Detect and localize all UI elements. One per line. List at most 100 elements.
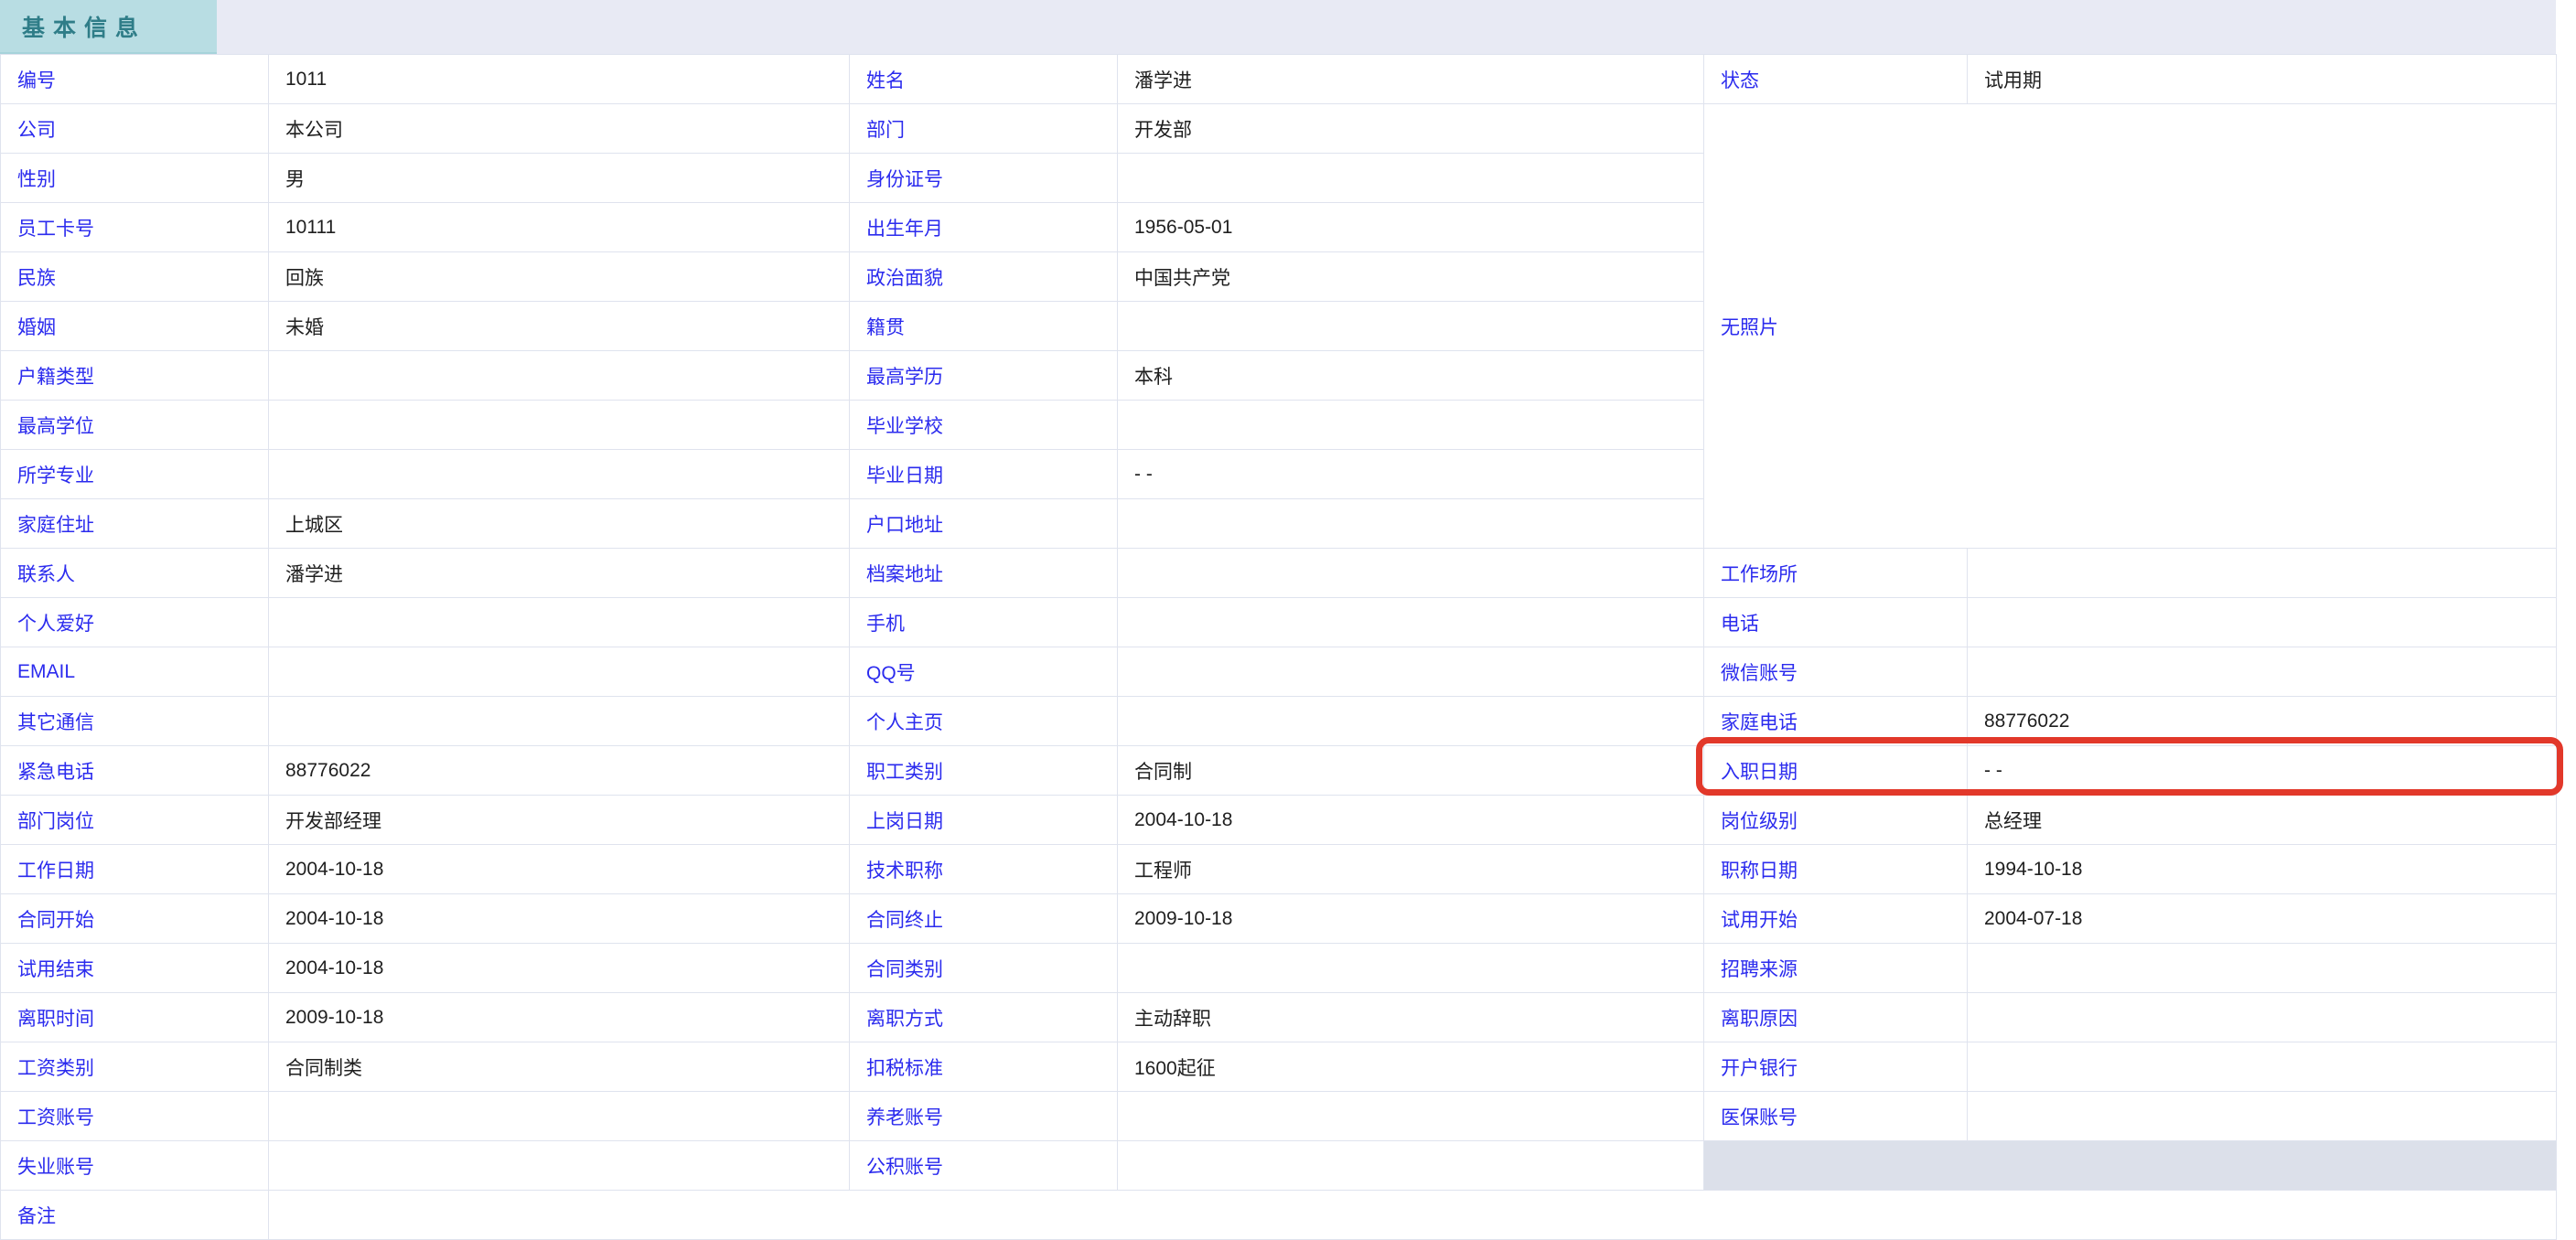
empty-gray-cell <box>1704 1141 2557 1191</box>
field-value[interactable]: - - <box>1118 450 1704 499</box>
status-value[interactable]: 试用期 <box>1968 55 2557 104</box>
field-value[interactable]: 2004-10-18 <box>269 894 850 944</box>
field-value[interactable]: 2009-10-18 <box>1118 894 1704 944</box>
field-value[interactable]: - - <box>1968 746 2557 796</box>
field-value[interactable] <box>269 351 850 401</box>
field-value[interactable]: 未婚 <box>269 302 850 351</box>
field-value[interactable] <box>1118 154 1704 203</box>
field-value[interactable]: 2009-10-18 <box>269 993 850 1042</box>
field-label: 工资账号 <box>1 1092 269 1141</box>
field-label: 公司 <box>1 104 269 154</box>
field-value[interactable] <box>269 401 850 450</box>
field-label: 户籍类型 <box>1 351 269 401</box>
field-value[interactable]: 2004-10-18 <box>269 944 850 993</box>
field-value[interactable]: 10111 <box>269 203 850 252</box>
field-value[interactable] <box>1118 598 1704 647</box>
field-label: 离职时间 <box>1 993 269 1042</box>
field-value[interactable]: 男 <box>269 154 850 203</box>
field-label: 最高学历 <box>850 351 1118 401</box>
field-value[interactable] <box>1118 944 1704 993</box>
field-value[interactable]: 中国共产党 <box>1118 252 1704 302</box>
field-value[interactable] <box>1118 1092 1704 1141</box>
field-label: 离职原因 <box>1704 993 1968 1042</box>
field-value[interactable] <box>269 598 850 647</box>
field-label: 微信账号 <box>1704 647 1968 697</box>
field-label: 岗位级别 <box>1704 796 1968 845</box>
field-value[interactable] <box>1968 1092 2557 1141</box>
field-value[interactable] <box>1968 549 2557 598</box>
field-value[interactable]: 1994-10-18 <box>1968 845 2557 894</box>
field-label: 员工卡号 <box>1 203 269 252</box>
field-value[interactable] <box>1118 401 1704 450</box>
field-value[interactable] <box>1968 647 2557 697</box>
field-value[interactable] <box>1118 697 1704 746</box>
field-value[interactable]: 合同制类 <box>269 1042 850 1092</box>
field-value[interactable] <box>1118 549 1704 598</box>
field-label: 扣税标准 <box>850 1042 1118 1092</box>
tab-basic-info-label: 基本信息 <box>22 15 147 41</box>
field-value[interactable]: 本科 <box>1118 351 1704 401</box>
field-label: 试用开始 <box>1704 894 1968 944</box>
field-value[interactable] <box>1968 598 2557 647</box>
photo-placeholder[interactable]: 无照片 <box>1704 104 2557 549</box>
basic-info-table: 编号 1011 公司 本公司 性别男员工卡号 10111 民族 回族 婚姻 未婚 户籍类型 最高学位所… <box>0 54 2557 1240</box>
field-label: 工作场所 <box>1704 549 1968 598</box>
field-value[interactable] <box>1118 302 1704 351</box>
field-label: 性别 <box>1 154 269 203</box>
field-label: 工资类别 <box>1 1042 269 1092</box>
field-value[interactable]: 本公司 <box>269 104 850 154</box>
field-value[interactable] <box>269 697 850 746</box>
field-value[interactable] <box>269 1092 850 1141</box>
field-value[interactable]: 合同制 <box>1118 746 1704 796</box>
field-label: 公积账号 <box>850 1141 1118 1191</box>
field-label: 婚姻 <box>1 302 269 351</box>
field-value[interactable]: 88776022 <box>269 746 850 796</box>
field-label: 所学专业 <box>1 450 269 499</box>
field-value[interactable]: 2004-10-18 <box>269 845 850 894</box>
field-label: 开户银行 <box>1704 1042 1968 1092</box>
field-value[interactable] <box>269 1141 850 1191</box>
field-value[interactable] <box>1118 647 1704 697</box>
field-value[interactable]: 潘学进 <box>1118 55 1704 104</box>
field-label: 部门岗位 <box>1 796 269 845</box>
field-value[interactable] <box>269 647 850 697</box>
field-value[interactable]: 总经理 <box>1968 796 2557 845</box>
tab-basic-info[interactable]: 基本信息 <box>0 0 217 54</box>
field-value[interactable]: 1956-05-01 <box>1118 203 1704 252</box>
field-value[interactable]: 开发部 <box>1118 104 1704 154</box>
field-label: 籍贯 <box>850 302 1118 351</box>
field-label: 部门 <box>850 104 1118 154</box>
field-value[interactable] <box>269 450 850 499</box>
field-value[interactable]: 2004-07-18 <box>1968 894 2557 944</box>
field-label: 电话 <box>1704 598 1968 647</box>
field-label: 技术职称 <box>850 845 1118 894</box>
field-value[interactable] <box>1118 499 1704 549</box>
field-value[interactable]: 潘学进 <box>269 549 850 598</box>
field-label: QQ号 <box>850 647 1118 697</box>
field-value[interactable]: 工程师 <box>1118 845 1704 894</box>
field-value[interactable]: 88776022 <box>1968 697 2557 746</box>
field-label: 合同开始 <box>1 894 269 944</box>
field-label: 家庭电话 <box>1704 697 1968 746</box>
field-value[interactable]: 回族 <box>269 252 850 302</box>
field-value[interactable] <box>1968 993 2557 1042</box>
field-label: 毕业日期 <box>850 450 1118 499</box>
field-value[interactable]: 2004-10-18 <box>1118 796 1704 845</box>
remark-value[interactable] <box>269 1191 2557 1240</box>
field-value[interactable]: 开发部经理 <box>269 796 850 845</box>
field-value[interactable]: 上城区 <box>269 499 850 549</box>
field-value[interactable] <box>1118 1141 1704 1191</box>
field-label: 身份证号 <box>850 154 1118 203</box>
field-value[interactable]: 1011 <box>269 55 850 104</box>
field-label: 编号 <box>1 55 269 104</box>
field-label: 入职日期 <box>1704 746 1968 796</box>
field-label: 状态 <box>1704 55 1968 104</box>
field-value[interactable]: 主动辞职 <box>1118 993 1704 1042</box>
field-label: 工作日期 <box>1 845 269 894</box>
field-value[interactable] <box>1968 1042 2557 1092</box>
field-value[interactable]: 1600起征 <box>1118 1042 1704 1092</box>
field-label: 离职方式 <box>850 993 1118 1042</box>
field-label: 失业账号 <box>1 1141 269 1191</box>
field-label: 出生年月 <box>850 203 1118 252</box>
field-value[interactable] <box>1968 944 2557 993</box>
